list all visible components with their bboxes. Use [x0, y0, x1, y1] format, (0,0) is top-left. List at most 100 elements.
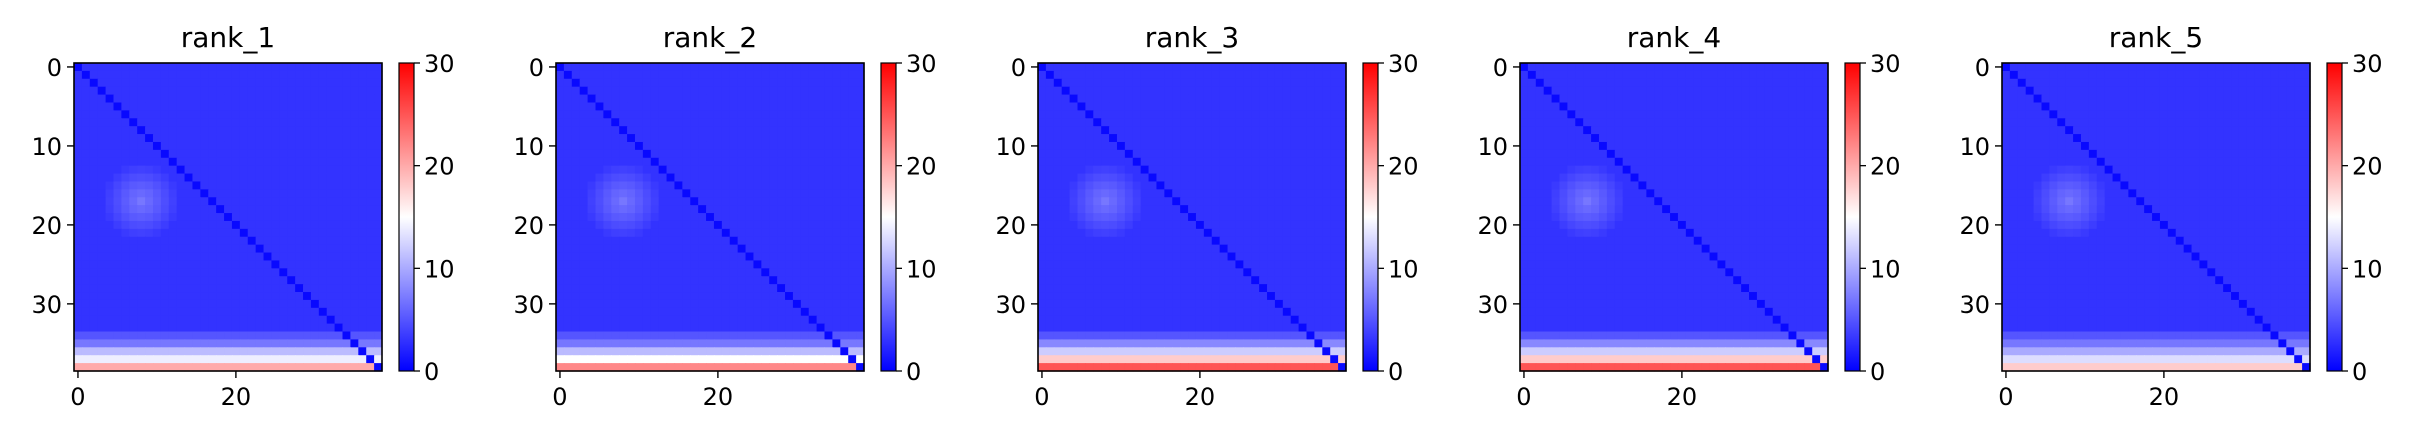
heatmap-cell [271, 165, 280, 175]
heatmap-cell [231, 189, 241, 198]
heatmap-cell [729, 276, 739, 285]
heatmap-cell [255, 165, 265, 175]
heatmap-cell [706, 323, 715, 333]
heatmap-cell [721, 244, 731, 254]
heatmap-cell [674, 339, 683, 348]
heatmap-cell [279, 157, 288, 167]
heatmap-cell [721, 331, 731, 341]
heatmap-cell [737, 331, 747, 341]
heatmap-cell [1606, 63, 1616, 72]
heatmap-cell [642, 213, 652, 222]
heatmap-cell [856, 331, 865, 341]
heatmap-cell [1140, 181, 1150, 190]
heatmap-cell [1195, 197, 1205, 206]
heatmap-cell [1274, 268, 1284, 277]
heatmap-cell [152, 315, 162, 325]
heatmap-cell [832, 70, 841, 80]
heatmap-cell [658, 126, 668, 135]
heatmap-cell [1251, 347, 1260, 356]
heatmap-cell [1101, 94, 1110, 104]
heatmap-cell [1725, 126, 1734, 135]
heatmap-cell [74, 102, 83, 111]
heatmap-cell [792, 157, 802, 167]
heatmap-cell [1527, 94, 1537, 104]
heatmap-cell [208, 252, 217, 262]
heatmap-cell [208, 299, 217, 309]
heatmap-cell [571, 181, 581, 190]
heatmap-cell [840, 102, 849, 111]
heatmap-cell [1330, 181, 1339, 190]
heatmap-cell [1132, 331, 1142, 341]
heatmap-cell [832, 284, 841, 293]
heatmap-cell [1148, 252, 1158, 262]
heatmap-cell [832, 236, 841, 246]
heatmap-cell [729, 205, 739, 214]
heatmap-cell [374, 213, 383, 222]
heatmap-cell [1053, 141, 1063, 151]
colorbar-tick-label: 30 [906, 50, 937, 78]
heatmap-cell [318, 299, 328, 309]
heatmap-cell [1069, 78, 1079, 88]
heatmap-cell [658, 134, 668, 143]
heatmap-cell [326, 165, 336, 175]
heatmap-cell [145, 339, 154, 348]
heatmap-cell [192, 102, 201, 111]
heatmap-cell [200, 236, 209, 246]
heatmap-cell [1038, 213, 1047, 222]
heatmap-cell [1109, 213, 1118, 222]
heatmap-cell [1780, 102, 1790, 111]
heatmap-cell [603, 86, 612, 96]
heatmap-cell [587, 110, 597, 119]
heatmap-cell [279, 347, 288, 356]
heatmap-cell [761, 323, 770, 333]
heatmap-cell [642, 86, 652, 96]
heatmap-cell [611, 165, 620, 175]
heatmap-cell [713, 86, 723, 96]
heatmap-cell [1322, 70, 1331, 80]
heatmap-cell [1093, 63, 1102, 72]
heatmap-cell [579, 197, 589, 206]
heatmap-cell [1243, 63, 1252, 72]
heatmap-cell [1038, 228, 1047, 238]
heatmap-cell [1038, 141, 1047, 151]
heatmap-cell [350, 268, 359, 277]
heatmap-cell [358, 268, 367, 277]
heatmap-cell [287, 110, 296, 119]
heatmap-cell [97, 86, 107, 96]
heatmap-cell [216, 276, 225, 285]
heatmap-cell [634, 220, 644, 230]
heatmap-cell [729, 260, 739, 269]
heatmap-cell [1148, 315, 1158, 325]
heatmap-cell [777, 260, 786, 269]
heatmap-cell [247, 141, 257, 151]
heatmap-cell [1259, 126, 1268, 135]
heatmap-cell [824, 339, 834, 348]
heatmap-cell [168, 260, 178, 269]
heatmap-cell [816, 213, 826, 222]
heatmap-cell [1180, 363, 1189, 372]
heatmap-cell [1290, 323, 1300, 333]
heatmap-cell [192, 110, 201, 119]
colorbar-tick-label: 20 [1388, 153, 1419, 181]
heatmap-cell [303, 299, 312, 309]
heatmap-cell [263, 102, 273, 111]
heatmap-cell [753, 284, 762, 293]
heatmap-cell [1077, 276, 1086, 285]
heatmap-cell [650, 307, 660, 317]
heatmap-cell [816, 78, 826, 88]
heatmap-cell [808, 252, 818, 262]
heatmap-cell [698, 276, 707, 285]
heatmap-cell [1195, 205, 1205, 214]
heatmap-cell [785, 78, 794, 88]
heatmap-cell [318, 197, 328, 206]
heatmap-cell [1140, 157, 1150, 167]
heatmap-cell [200, 110, 209, 119]
heatmap-cell [800, 181, 810, 190]
heatmap-cell [1551, 94, 1561, 104]
heatmap-cell [650, 268, 660, 277]
heatmap-cell [832, 355, 841, 364]
y-tick-label: 10 [995, 133, 1026, 161]
heatmap-cell [239, 197, 249, 206]
heatmap-cell [168, 339, 178, 348]
heatmap-cell [729, 347, 739, 356]
